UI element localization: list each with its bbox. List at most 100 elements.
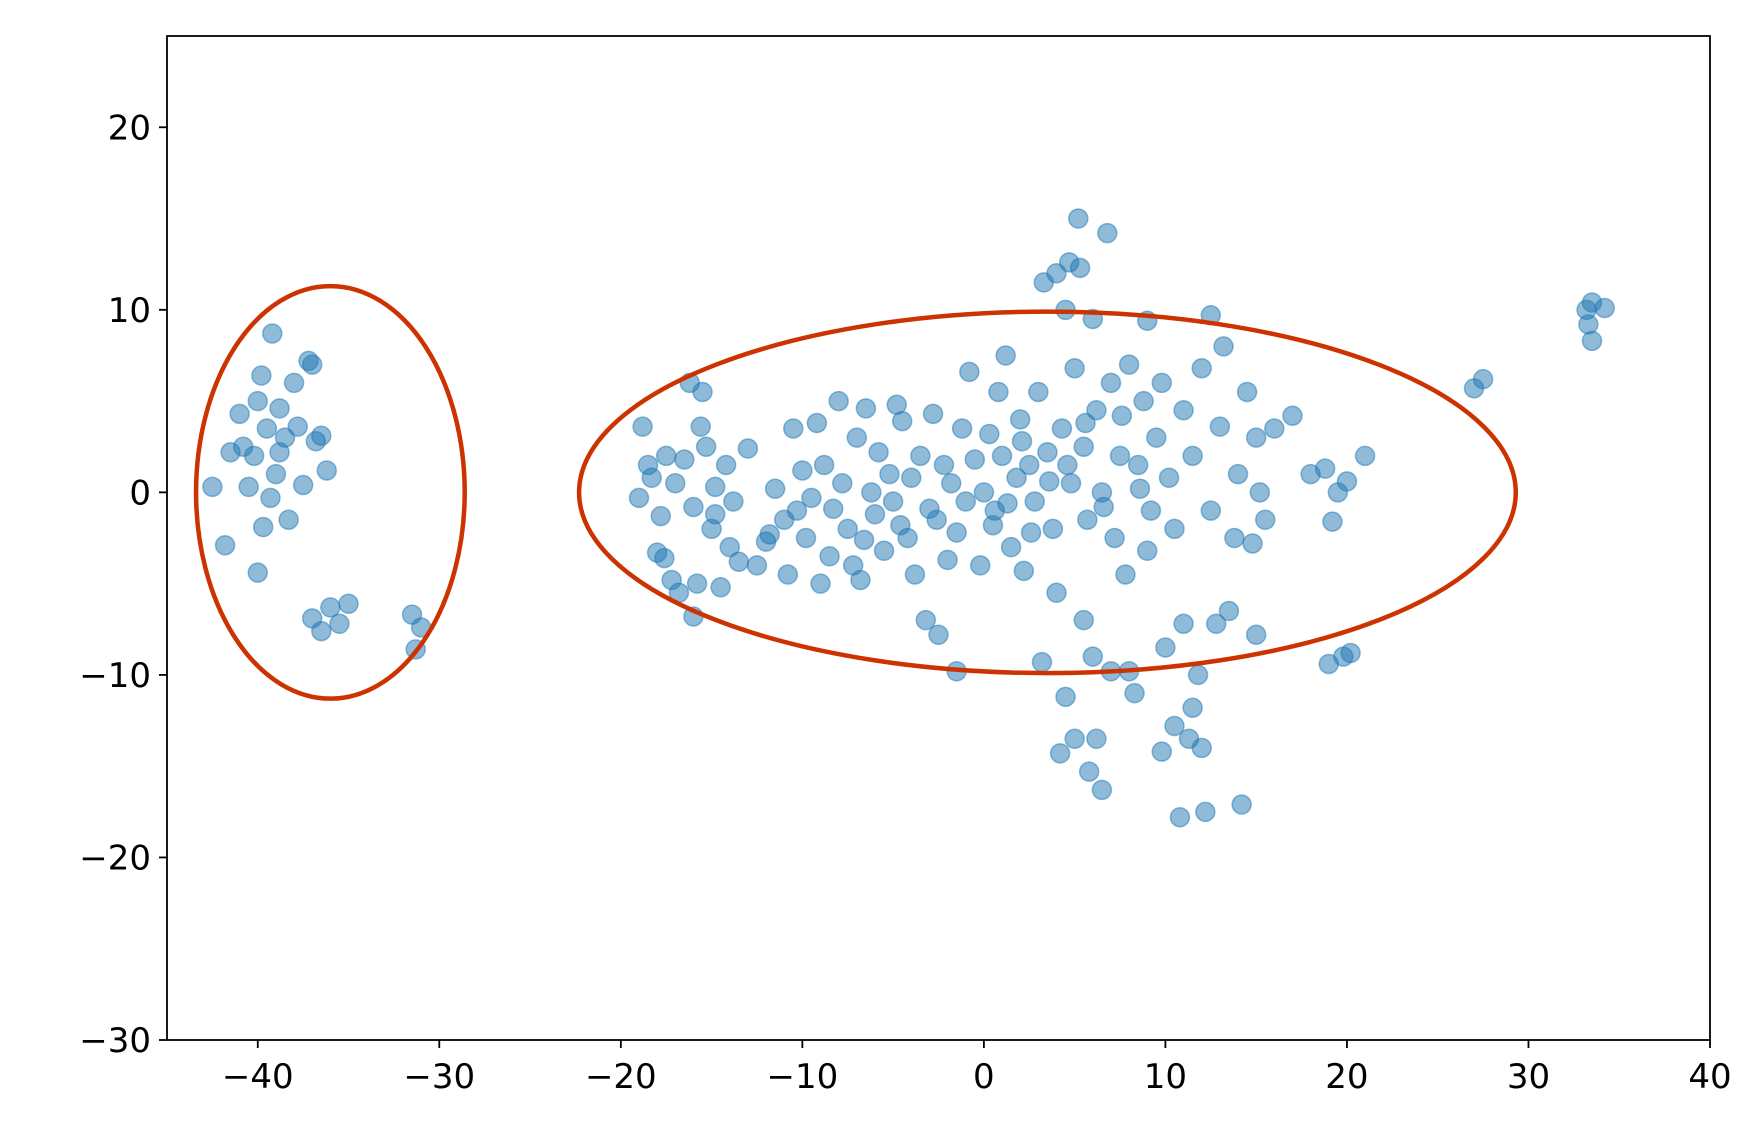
point	[813, 454, 835, 476]
point	[955, 491, 976, 512]
point	[251, 365, 272, 386]
point	[1019, 454, 1040, 476]
point	[1146, 427, 1167, 448]
point	[904, 564, 926, 585]
point	[1581, 330, 1603, 352]
point	[316, 460, 337, 481]
point	[1055, 686, 1076, 708]
point	[855, 398, 877, 419]
y-tick-label: −10	[79, 656, 151, 696]
point	[1042, 518, 1064, 540]
point	[292, 474, 314, 496]
point	[1006, 467, 1027, 489]
point	[1340, 642, 1361, 664]
point	[1046, 582, 1067, 604]
point	[1282, 405, 1303, 426]
point	[1314, 458, 1336, 479]
point	[1100, 372, 1122, 394]
point	[1028, 381, 1049, 403]
point	[1064, 728, 1085, 750]
point	[719, 536, 740, 558]
point	[247, 562, 269, 583]
point	[951, 418, 973, 439]
point	[1031, 651, 1053, 673]
point	[786, 500, 808, 521]
point	[777, 564, 799, 585]
point	[1200, 500, 1222, 521]
point	[1000, 536, 1022, 558]
point	[1209, 416, 1231, 437]
point	[1322, 511, 1343, 532]
annotation-ellipse	[576, 309, 1519, 676]
point	[1111, 405, 1133, 426]
point	[1224, 527, 1245, 549]
point	[879, 463, 900, 485]
point	[1082, 646, 1104, 667]
point	[850, 569, 871, 591]
point	[783, 418, 804, 439]
point	[247, 390, 269, 412]
point	[868, 441, 889, 463]
point	[715, 454, 737, 476]
point	[910, 445, 931, 467]
point	[873, 540, 895, 562]
point	[710, 577, 731, 598]
point	[853, 529, 875, 551]
point	[1086, 728, 1107, 750]
point	[737, 438, 759, 459]
x-tick-label: 30	[1507, 1057, 1550, 1097]
point	[260, 487, 281, 509]
point	[641, 467, 662, 489]
point	[1073, 436, 1094, 457]
point	[861, 482, 882, 503]
point	[1009, 409, 1031, 430]
point	[1255, 509, 1276, 530]
y-tick-label: −30	[79, 1021, 151, 1061]
point	[1191, 737, 1212, 759]
point	[278, 509, 299, 530]
point	[674, 449, 695, 470]
point	[1245, 427, 1267, 448]
point	[1037, 441, 1058, 463]
x-tick-label: 10	[1144, 1057, 1187, 1097]
point	[202, 476, 223, 498]
point	[995, 345, 1016, 366]
point	[1164, 715, 1185, 737]
point	[801, 487, 822, 509]
x-tick-label: −40	[222, 1057, 294, 1097]
point	[1075, 412, 1096, 434]
point	[1164, 518, 1185, 540]
point	[1073, 609, 1094, 631]
point	[1205, 613, 1227, 635]
point	[1264, 418, 1285, 439]
point	[252, 516, 274, 538]
point	[301, 354, 323, 375]
point	[1594, 297, 1615, 319]
annotation-ellipse	[193, 283, 467, 701]
point	[723, 491, 744, 512]
point	[864, 504, 886, 525]
point	[926, 509, 947, 530]
point	[964, 449, 986, 470]
point	[1127, 454, 1149, 476]
point	[1354, 445, 1376, 467]
point	[1151, 741, 1173, 762]
point	[229, 403, 250, 425]
point	[1336, 471, 1358, 492]
x-tick-label: −30	[403, 1057, 475, 1097]
point	[1077, 509, 1098, 530]
point	[915, 609, 937, 631]
x-tick-label: −10	[766, 1057, 838, 1097]
y-tick-label: −20	[79, 838, 151, 878]
point	[704, 504, 726, 525]
point	[1051, 418, 1073, 439]
point	[683, 496, 704, 518]
point	[1024, 491, 1045, 512]
point	[1182, 445, 1203, 467]
point	[655, 445, 677, 467]
point	[1187, 664, 1209, 686]
point	[937, 549, 958, 571]
point	[1151, 372, 1173, 394]
point	[979, 423, 1000, 445]
point	[997, 493, 1018, 514]
